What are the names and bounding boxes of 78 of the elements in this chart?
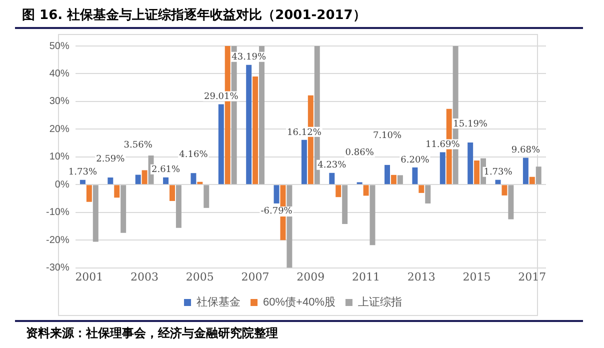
bar (108, 177, 114, 184)
y-tick-label: -30% (46, 262, 70, 274)
bar (336, 185, 342, 198)
x-tick-label: 2009 (296, 270, 325, 284)
data-label: 1.73% (68, 168, 98, 178)
data-label: 29.01% (204, 92, 239, 102)
data-label: 0.86% (345, 148, 374, 158)
x-tick-label: 2013 (407, 270, 436, 284)
bar (425, 185, 431, 204)
data-label: 6.20% (400, 155, 430, 166)
data-label: 4.16% (179, 150, 208, 160)
data-label: 1.73% (484, 168, 513, 178)
x-tick-label: 2011 (352, 270, 380, 284)
bar (114, 185, 120, 198)
y-tick-label: 40% (49, 68, 70, 80)
data-label: 4.23% (318, 160, 347, 171)
bar (163, 177, 169, 184)
y-tick-label: -10% (46, 207, 70, 218)
data-label: 7.10% (372, 130, 402, 141)
bar (536, 166, 542, 184)
data-label: 11.69% (425, 140, 460, 150)
bar (301, 140, 307, 184)
bar (397, 175, 403, 184)
y-tick-label: 10% (49, 152, 70, 163)
bar (390, 174, 396, 184)
x-tick-label: 2001 (75, 270, 104, 284)
legend-label: 60%债+40%股 (263, 296, 336, 309)
x-tick-label: 2007 (241, 270, 270, 284)
data-label: 43.19% (232, 52, 266, 63)
bar (342, 185, 348, 224)
chart-title: 图 16. 社保基金与上证综指逐年收益对比（2001-2017） (22, 6, 366, 24)
bar (468, 142, 474, 184)
legend-label: 社保基金 (196, 296, 241, 309)
bar (80, 180, 86, 184)
bar (495, 180, 501, 184)
bar (218, 104, 224, 184)
bar (274, 185, 280, 204)
x-tick-label: 2003 (130, 270, 159, 284)
bar (474, 160, 480, 184)
bar (508, 185, 514, 220)
y-tick-label: 20% (49, 124, 70, 135)
data-label: -6.79% (260, 206, 293, 216)
bar (440, 152, 446, 184)
bar (384, 164, 390, 184)
text: 资料来源：社保理事会，经济与金融研究院整理 (26, 325, 278, 342)
bar (502, 185, 508, 196)
bar (170, 185, 175, 201)
x-tick-label: 2005 (186, 270, 214, 284)
bar (142, 170, 148, 184)
data-label: 15.19% (453, 119, 488, 130)
bar (204, 185, 210, 208)
y-tick-label: 30% (49, 96, 70, 108)
bar (522, 158, 528, 184)
bar (246, 64, 252, 184)
y-tick-label: 50% (49, 40, 70, 52)
bar (92, 185, 98, 242)
bar (135, 174, 141, 184)
bar (370, 185, 376, 246)
bar (363, 185, 369, 196)
data-label: 2.61% (151, 165, 181, 176)
bar (529, 176, 535, 184)
data-label: 2.59% (96, 154, 126, 164)
y-tick-label: 0% (54, 179, 70, 190)
legend-label: 上证综指 (358, 296, 402, 309)
bar (120, 185, 126, 233)
bar (418, 185, 424, 193)
bar (86, 185, 92, 202)
x-tick-label: 2015 (462, 270, 491, 284)
bar (329, 172, 335, 184)
data-label: 3.56% (124, 140, 153, 151)
bar (412, 167, 418, 184)
y-tick-label: -20% (46, 234, 70, 246)
x-tick-label: 2017 (518, 270, 546, 284)
bar (176, 185, 182, 228)
bar (190, 173, 196, 184)
bar (252, 76, 258, 184)
data-label: 9.68% (511, 146, 540, 156)
data-label: 16.12% (287, 128, 322, 138)
